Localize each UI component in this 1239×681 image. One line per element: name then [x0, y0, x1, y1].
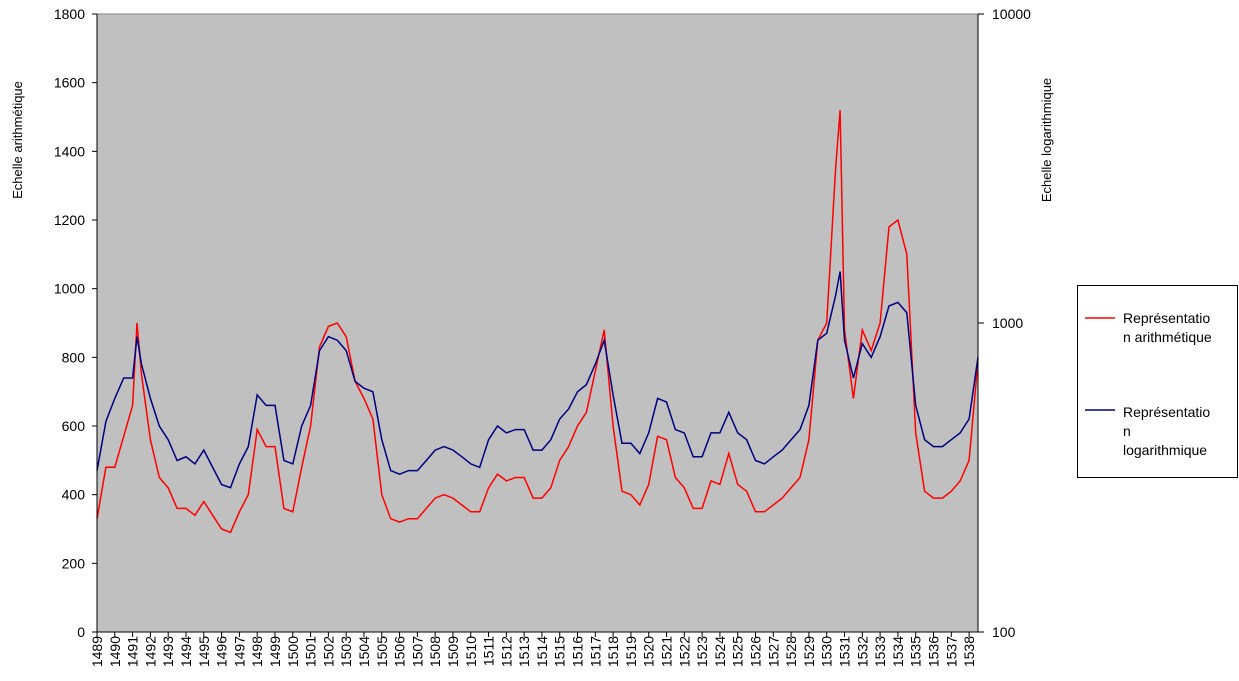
x-tick-label: 1525 [730, 636, 746, 667]
x-tick-label: 1517 [587, 636, 603, 667]
x-tick-label: 1493 [160, 636, 176, 667]
x-tick-label: 1495 [196, 636, 212, 667]
x-tick-label: 1535 [908, 636, 924, 667]
x-tick-label: 1507 [409, 636, 425, 667]
x-tick-label: 1503 [338, 636, 354, 667]
x-tick-label: 1522 [676, 636, 692, 667]
x-tick-label: 1489 [89, 636, 105, 667]
x-tick-label: 1534 [890, 636, 906, 667]
x-tick-label: 1506 [392, 636, 408, 667]
y-axis-title: Echelle arithmétique [10, 81, 25, 199]
series-line [96, 110, 979, 534]
x-tick-label: 1537 [943, 636, 959, 667]
y-tick-label: 0 [77, 624, 85, 640]
x-tick-label: 1498 [249, 636, 265, 667]
legend-label: Représentation arithmétique [1123, 310, 1212, 345]
x-tick-label: 1496 [214, 636, 230, 667]
x-tick-label: 1500 [285, 636, 301, 667]
x-tick-label: 1528 [783, 636, 799, 667]
x-tick-label: 1529 [801, 636, 817, 667]
x-tick-label: 1536 [926, 636, 942, 667]
x-tick-label: 1519 [623, 636, 639, 667]
x-tick-label: 1505 [374, 636, 390, 667]
x-tick-label: 1518 [605, 636, 621, 667]
x-tick-label: 1532 [854, 636, 870, 667]
y-tick-label: 1400 [54, 143, 85, 159]
x-tick-label: 1521 [659, 636, 675, 667]
x-tick-label: 1501 [303, 636, 319, 667]
x-tick-label: 1511 [481, 636, 497, 666]
x-tick-label: 1490 [107, 636, 123, 667]
y2-axis-title: Echelle logarithmique [1039, 78, 1054, 202]
x-tick-label: 1499 [267, 636, 283, 667]
y-tick-label: 1000 [54, 281, 85, 297]
x-tick-label: 1510 [463, 636, 479, 667]
y2-tick-label: 1000 [992, 315, 1023, 331]
x-tick-label: 1526 [748, 636, 764, 667]
x-tick-label: 1492 [142, 636, 158, 667]
x-tick-label: 1508 [427, 636, 443, 667]
y-tick-label: 600 [62, 418, 86, 434]
series-line [96, 271, 979, 489]
y-tick-label: 1600 [54, 75, 85, 91]
x-tick-label: 1530 [819, 636, 835, 667]
y-tick-label: 800 [62, 349, 86, 365]
y-tick-label: 400 [62, 487, 86, 503]
y-tick-label: 200 [62, 555, 86, 571]
x-tick-label: 1523 [694, 636, 710, 667]
legend-label: Représentation logarithmique [1123, 404, 1211, 458]
x-tick-label: 1531 [837, 636, 853, 667]
y2-tick-label: 10000 [992, 6, 1031, 22]
x-tick-label: 1509 [445, 636, 461, 667]
x-tick-label: 1527 [765, 636, 781, 667]
x-tick-label: 1520 [641, 636, 657, 667]
x-tick-label: 1504 [356, 636, 372, 667]
plot-area [96, 13, 979, 633]
x-tick-label: 1513 [516, 636, 532, 667]
x-tick-label: 1494 [178, 636, 194, 667]
x-tick-label: 1497 [231, 636, 247, 667]
x-tick-label: 1491 [125, 636, 141, 667]
y-tick-label: 1200 [54, 212, 85, 228]
x-tick-label: 1515 [552, 636, 568, 667]
y-tick-label: 1800 [54, 6, 85, 22]
x-tick-label: 1514 [534, 636, 550, 667]
y2-tick-label: 100 [992, 624, 1016, 640]
x-tick-label: 1533 [872, 636, 888, 667]
x-tick-label: 1512 [498, 636, 514, 667]
x-tick-label: 1524 [712, 636, 728, 667]
x-tick-label: 1516 [570, 636, 586, 667]
x-tick-label: 1538 [961, 636, 977, 667]
x-tick-label: 1502 [320, 636, 336, 667]
